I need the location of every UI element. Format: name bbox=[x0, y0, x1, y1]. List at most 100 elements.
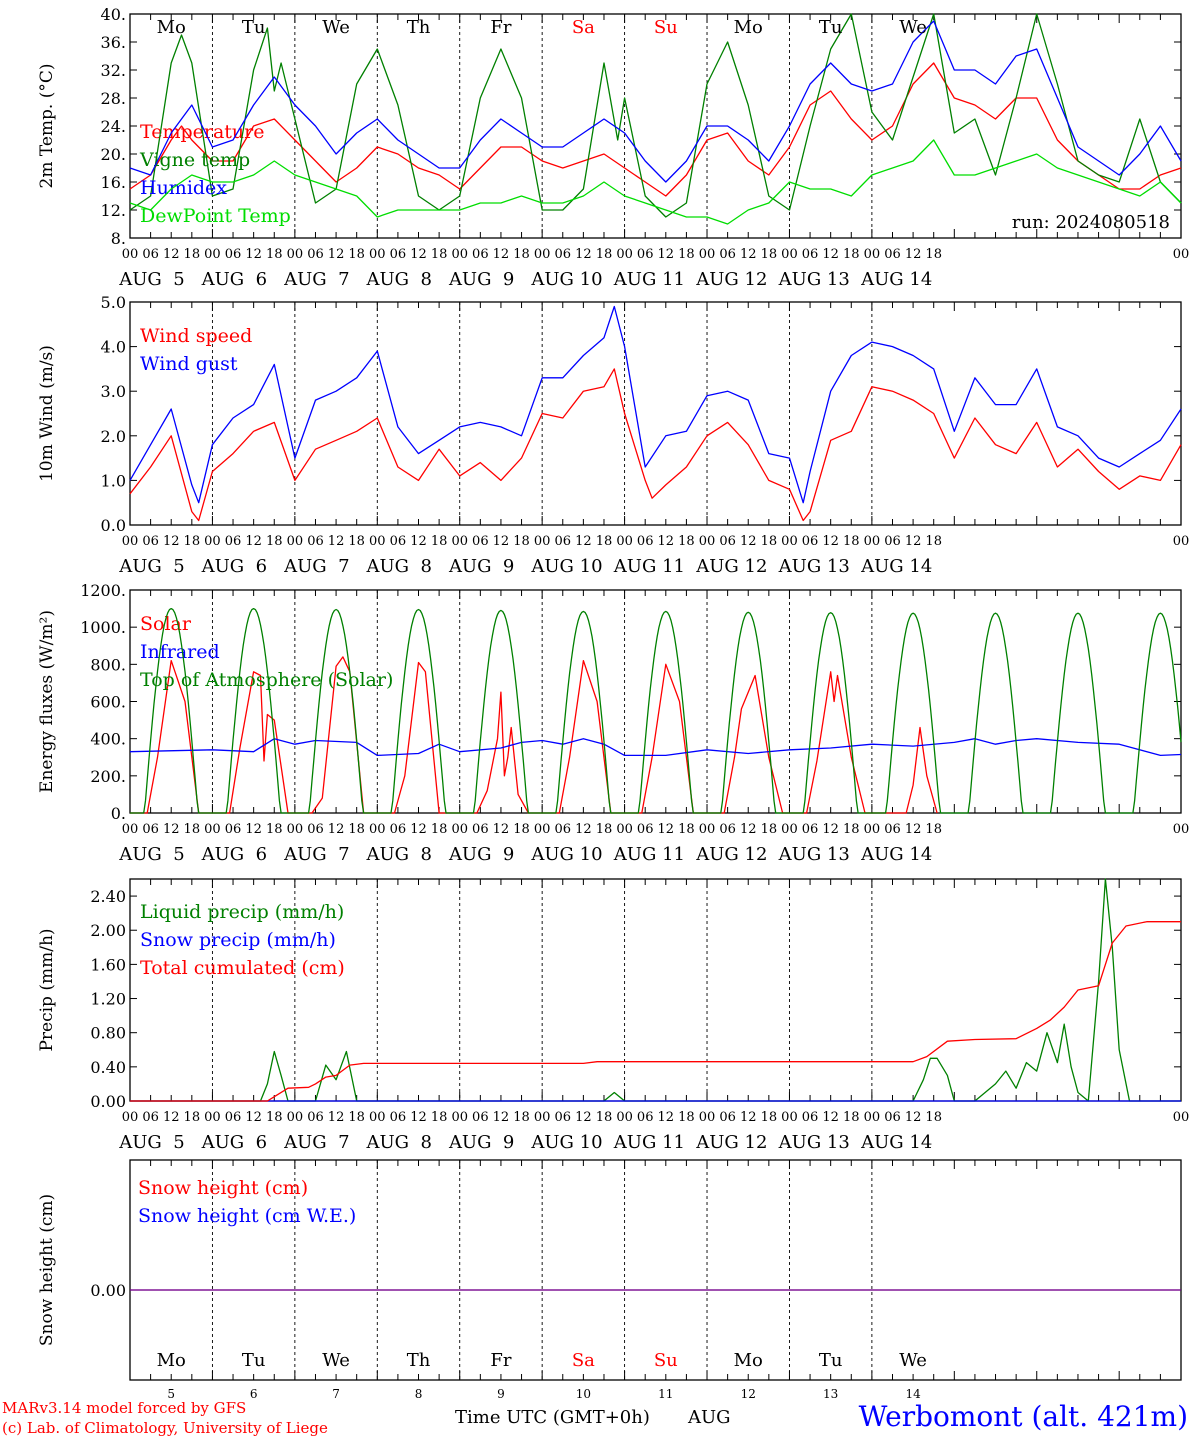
weekday-label: We bbox=[899, 1350, 927, 1371]
date-label: AUG 12 bbox=[695, 1132, 767, 1153]
hour-label: 00 bbox=[369, 534, 386, 549]
y-tick-label: 200. bbox=[90, 767, 126, 786]
hour-label: 12 bbox=[163, 247, 180, 262]
hour-label: 12 bbox=[658, 822, 675, 837]
hour-label: 06 bbox=[307, 247, 324, 262]
hour-label: 18 bbox=[266, 1110, 283, 1125]
y-tick-label: 2.40 bbox=[90, 887, 126, 906]
month-label: AUG bbox=[687, 1407, 731, 1428]
hour-label: 18 bbox=[184, 247, 201, 262]
hour-label: 18 bbox=[266, 822, 283, 837]
hour-label: 06 bbox=[719, 534, 736, 549]
hour-label: 18 bbox=[513, 822, 530, 837]
weekday-label: Mo bbox=[157, 17, 186, 38]
hour-label: 06 bbox=[719, 247, 736, 262]
hour-label: 18 bbox=[266, 534, 283, 549]
weekday-label: Sa bbox=[572, 17, 595, 38]
date-label: AUG 9 bbox=[448, 269, 514, 290]
series-line bbox=[129, 305, 1182, 504]
y-tick-label: 1000. bbox=[80, 618, 126, 637]
hour-label: 12 bbox=[410, 534, 427, 549]
hour-label: 00 bbox=[451, 534, 468, 549]
hour-label: 00 bbox=[1173, 1110, 1190, 1125]
weekday-label: We bbox=[322, 1350, 350, 1371]
date-label: AUG 11 bbox=[613, 269, 685, 290]
station-name: Werbomont (alt. 421m) bbox=[858, 1400, 1188, 1433]
day-number: 14 bbox=[905, 1387, 921, 1401]
weekday-label: Sa bbox=[572, 1350, 595, 1371]
y-tick-label: 12. bbox=[101, 201, 126, 220]
hour-label: 06 bbox=[554, 1110, 571, 1125]
hour-label: 12 bbox=[245, 247, 262, 262]
date-label: AUG 8 bbox=[366, 269, 432, 290]
y-tick-label: 0.0 bbox=[101, 516, 126, 535]
date-label: AUG 8 bbox=[366, 556, 432, 577]
hour-label: 06 bbox=[472, 534, 489, 549]
hour-label: 00 bbox=[534, 247, 551, 262]
hour-label: 18 bbox=[184, 534, 201, 549]
date-label: AUG 9 bbox=[448, 556, 514, 577]
hour-label: 00 bbox=[1173, 822, 1190, 837]
y-tick-label: 0.00 bbox=[90, 1281, 126, 1300]
hour-label: 06 bbox=[554, 534, 571, 549]
date-label: AUG 5 bbox=[118, 269, 184, 290]
day-number: 7 bbox=[332, 1387, 340, 1401]
hour-label: 06 bbox=[802, 247, 819, 262]
hour-label: 12 bbox=[658, 247, 675, 262]
hour-label: 12 bbox=[163, 534, 180, 549]
hour-label: 06 bbox=[390, 1110, 407, 1125]
hour-label: 18 bbox=[843, 822, 860, 837]
y-tick-label: 1.20 bbox=[90, 990, 126, 1009]
hour-label: 00 bbox=[369, 822, 386, 837]
date-label: AUG 13 bbox=[778, 556, 850, 577]
legend-entry: Wind gust bbox=[140, 353, 238, 375]
hour-label: 00 bbox=[864, 247, 881, 262]
hour-label: 06 bbox=[307, 534, 324, 549]
hour-label: 12 bbox=[328, 822, 345, 837]
hour-label: 06 bbox=[142, 247, 159, 262]
y-tick-label: 600. bbox=[90, 693, 126, 712]
y-tick-label: 0.40 bbox=[90, 1058, 126, 1077]
weekday-label: Th bbox=[407, 17, 431, 38]
y-tick-label: 400. bbox=[90, 730, 126, 749]
weekday-label: Mo bbox=[734, 1350, 763, 1371]
hour-label: 18 bbox=[678, 534, 695, 549]
hour-label: 12 bbox=[163, 1110, 180, 1125]
date-label: AUG 11 bbox=[613, 556, 685, 577]
y-tick-label: 800. bbox=[90, 655, 126, 674]
hour-label: 12 bbox=[575, 1110, 592, 1125]
date-label: AUG 6 bbox=[201, 844, 267, 865]
date-label: AUG 11 bbox=[613, 1132, 685, 1153]
legend-entry: Humidex bbox=[140, 177, 227, 199]
hour-label: 06 bbox=[719, 1110, 736, 1125]
date-label: AUG 6 bbox=[201, 556, 267, 577]
series-line bbox=[129, 13, 1182, 218]
hour-label: 00 bbox=[1173, 247, 1190, 262]
hour-label: 18 bbox=[761, 822, 778, 837]
series-line bbox=[129, 62, 1182, 197]
weekday-label: Tu bbox=[819, 1350, 843, 1371]
y-tick-label: 1200. bbox=[80, 581, 126, 600]
day-number: 9 bbox=[497, 1387, 505, 1401]
hour-label: 12 bbox=[575, 822, 592, 837]
hour-label: 18 bbox=[431, 1110, 448, 1125]
hour-label: 12 bbox=[245, 534, 262, 549]
hour-label: 00 bbox=[369, 1110, 386, 1125]
hour-label: 18 bbox=[761, 1110, 778, 1125]
hour-label: 12 bbox=[740, 247, 757, 262]
date-label: AUG 10 bbox=[530, 1132, 602, 1153]
hour-label: 06 bbox=[637, 534, 654, 549]
weekday-label: Su bbox=[654, 1350, 678, 1371]
hour-label: 18 bbox=[925, 534, 942, 549]
hour-label: 18 bbox=[348, 822, 365, 837]
hour-label: 12 bbox=[493, 822, 510, 837]
y-tick-label: 0.00 bbox=[90, 1092, 126, 1111]
hour-label: 06 bbox=[472, 247, 489, 262]
lab-credit: (c) Lab. of Climatology, University of L… bbox=[2, 1419, 328, 1437]
hour-label: 06 bbox=[472, 822, 489, 837]
hour-label: 18 bbox=[513, 247, 530, 262]
date-label: AUG 13 bbox=[778, 1132, 850, 1153]
hour-label: 00 bbox=[122, 534, 139, 549]
hour-label: 06 bbox=[637, 1110, 654, 1125]
hour-label: 06 bbox=[390, 534, 407, 549]
